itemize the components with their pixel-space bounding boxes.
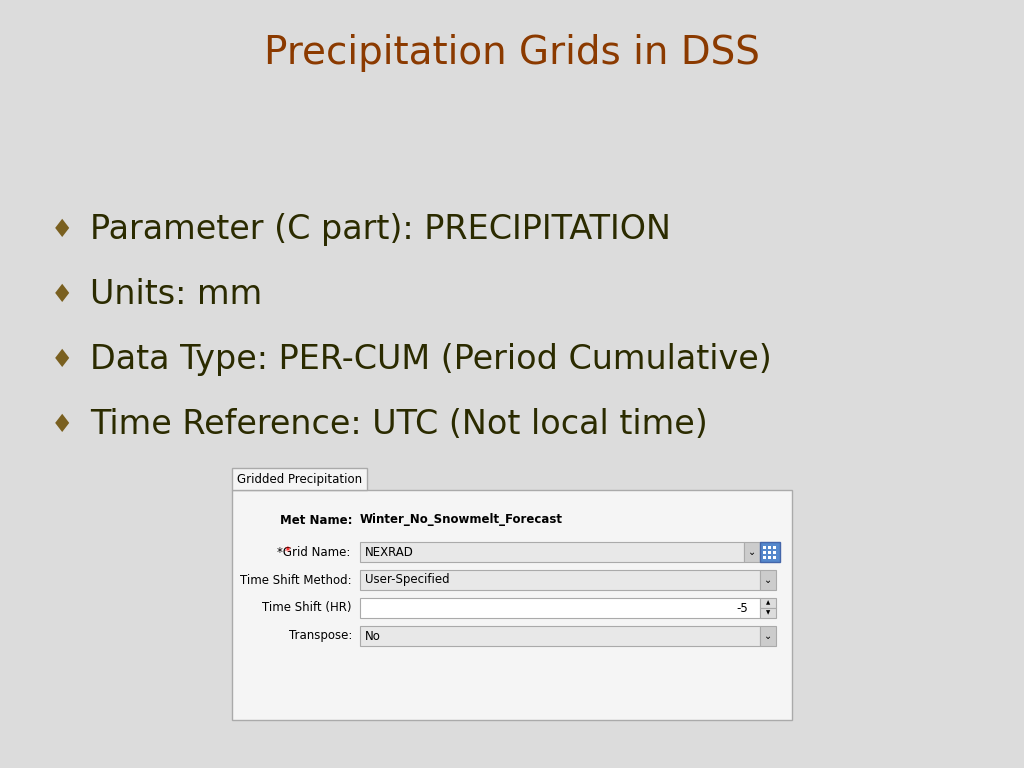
Text: Gridded Precipitation: Gridded Precipitation [237,472,362,485]
Text: Time Reference: UTC (Not local time): Time Reference: UTC (Not local time) [90,409,708,442]
Text: ⌄: ⌄ [748,547,756,557]
Bar [763,551,766,554]
Bar [768,546,771,549]
Text: *Grid Name:: *Grid Name: [276,545,350,558]
Text: No: No [365,630,381,643]
Bar [760,608,776,618]
Text: Winter_No_Snowmelt_Forecast: Winter_No_Snowmelt_Forecast [360,514,563,527]
Text: Transpose:: Transpose: [289,630,352,643]
Text: Met Name:: Met Name: [280,514,352,527]
Bar [773,556,776,559]
Bar [763,556,766,559]
Bar [763,546,766,549]
Text: ♦: ♦ [51,218,73,242]
Bar [773,551,776,554]
Bar [232,490,792,720]
Text: ▼: ▼ [766,611,770,615]
Bar [360,626,760,646]
Text: ⌄: ⌄ [764,575,772,585]
Text: NEXRAD: NEXRAD [365,545,414,558]
Text: ⌄: ⌄ [764,631,772,641]
Text: Data Type: PER-CUM (Period Cumulative): Data Type: PER-CUM (Period Cumulative) [90,343,772,376]
Bar [768,556,771,559]
Text: Parameter (C part): PRECIPITATION: Parameter (C part): PRECIPITATION [90,214,671,247]
Text: Precipitation Grids in DSS: Precipitation Grids in DSS [264,34,760,72]
Bar [360,598,760,618]
Bar [360,542,744,562]
Bar [760,570,776,590]
Text: Time Shift (HR): Time Shift (HR) [262,601,352,614]
Text: ♦: ♦ [51,348,73,372]
Bar [773,546,776,549]
Text: Time Shift Method:: Time Shift Method: [241,574,352,587]
Text: *: * [285,545,291,558]
Text: -5: -5 [736,601,748,614]
FancyBboxPatch shape [232,468,367,490]
Text: Units: mm: Units: mm [90,279,262,312]
Bar [760,542,780,562]
Bar [760,598,776,608]
Bar [768,551,771,554]
Bar [360,570,760,590]
Text: User-Specified: User-Specified [365,574,450,587]
Bar [760,626,776,646]
Text: ▲: ▲ [766,601,770,605]
Text: ♦: ♦ [51,283,73,307]
Bar [744,542,760,562]
Text: ♦: ♦ [51,413,73,437]
